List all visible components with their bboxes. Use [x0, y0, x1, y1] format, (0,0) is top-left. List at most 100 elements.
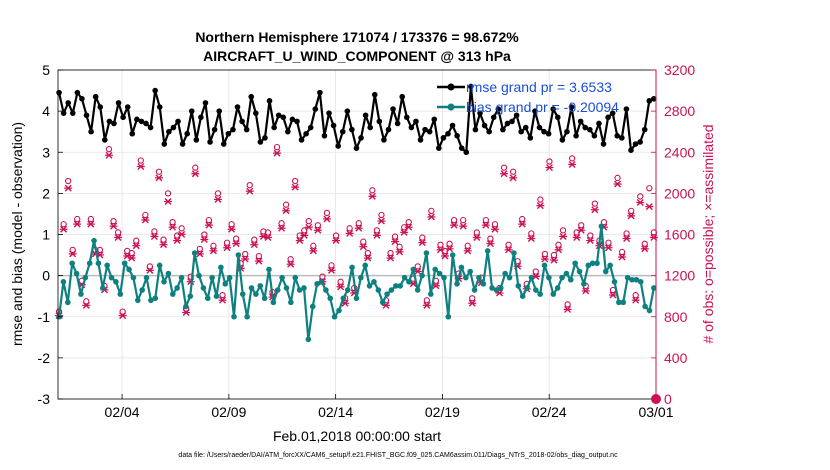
bias-point	[121, 260, 128, 267]
obs-possible-point	[628, 207, 635, 215]
obs-possible-point	[487, 235, 494, 242]
rmse-point	[550, 106, 557, 112]
rmse-point	[403, 114, 410, 121]
rmse-point	[289, 116, 296, 123]
obs-possible-point	[550, 251, 558, 259]
bias-point	[401, 274, 408, 281]
rmse-point	[486, 128, 492, 135]
rmse-point	[271, 124, 277, 131]
obs-assimilated-point	[518, 220, 527, 228]
rmse-point	[83, 112, 90, 119]
obs-assimilated-point	[109, 222, 118, 230]
bias-point	[196, 272, 202, 279]
obs-possible-point	[555, 241, 562, 248]
bias-point	[589, 260, 596, 267]
obs-possible-point	[564, 301, 571, 308]
rmse-point	[184, 130, 190, 137]
obs-possible-point	[119, 308, 126, 315]
obs-possible-point	[155, 168, 163, 175]
bias-point	[82, 274, 89, 281]
rmse-point	[97, 104, 104, 110]
rmse-point	[463, 149, 470, 156]
obs-assimilated-point	[509, 174, 518, 182]
rmse-point	[170, 124, 177, 131]
rmse-point	[294, 118, 300, 125]
rmse-point	[65, 100, 72, 106]
rmse-point	[106, 118, 113, 125]
obs-possible-point	[196, 245, 203, 253]
bias-point	[467, 268, 473, 275]
obs-possible-point	[568, 155, 576, 162]
obs-possible-point	[310, 242, 317, 249]
obs-assimilated-point	[213, 195, 222, 203]
bias-point	[633, 276, 640, 283]
obs-assimilated-point	[273, 149, 282, 157]
bias-point	[139, 287, 145, 293]
bias-point	[428, 291, 434, 297]
bias-point	[152, 295, 159, 302]
rmse-point	[321, 133, 328, 139]
bias-point	[130, 274, 137, 281]
rmse-point	[573, 133, 579, 139]
bias-point	[436, 270, 443, 277]
legend-rmse-marker	[447, 83, 455, 91]
bias-point	[611, 278, 618, 285]
obs-assimilated-point	[536, 202, 545, 210]
bias-point	[642, 303, 648, 310]
rmse-point	[198, 114, 204, 121]
rmse-point	[79, 95, 85, 102]
left-tick-label: 2	[42, 185, 50, 201]
obs-possible-point	[114, 229, 122, 236]
obs-assimilated-point	[254, 257, 263, 265]
obs-possible-point	[396, 243, 403, 250]
rmse-point	[111, 120, 117, 127]
bias-point	[554, 285, 561, 291]
obs-possible-point	[251, 236, 258, 243]
bias-point	[537, 291, 543, 297]
obs-possible-point	[337, 278, 344, 285]
right-axis-ticks: 0 400 800 1200 1600 2000 2400 2800 3200	[651, 62, 695, 407]
bias-point	[309, 303, 316, 310]
obs-assimilated-point	[150, 232, 159, 240]
bias-point	[458, 264, 465, 271]
obs-possible-point	[278, 220, 285, 227]
obs-assimilated-point	[309, 247, 318, 255]
obs-possible-point	[142, 211, 149, 219]
bias-point	[519, 293, 526, 299]
obs-possible-point	[546, 158, 553, 165]
obs-assimilated-point	[105, 151, 114, 159]
rmse-point	[413, 118, 419, 125]
x-tick-label: 03/01	[638, 404, 673, 420]
rmse-point	[559, 137, 566, 143]
bias-point	[113, 278, 119, 285]
obs-possible-point	[201, 231, 208, 238]
obs-possible-point	[301, 227, 308, 234]
rmse-point	[152, 87, 158, 94]
rmse-point	[317, 89, 323, 96]
rmse-line	[57, 85, 655, 154]
rmse-point	[468, 83, 474, 90]
bias-point	[616, 299, 622, 306]
obs-assimilated-point	[463, 247, 472, 255]
obs-assimilated-point	[627, 212, 636, 220]
bias-point	[629, 276, 635, 283]
bias-point	[493, 287, 500, 293]
obs-possible-point	[632, 292, 639, 299]
obs-assimilated-point	[132, 242, 141, 250]
rmse-point	[614, 133, 621, 139]
obs-possible-point	[83, 298, 90, 305]
obs-assimilated-point	[377, 217, 386, 225]
obs-possible-point	[450, 216, 458, 224]
obs-assimilated-point	[250, 241, 259, 249]
right-tick-label: 2000	[664, 185, 695, 201]
obs-assimilated-point	[559, 232, 568, 240]
rmse-point	[509, 118, 515, 125]
obs-possible-point	[360, 238, 367, 245]
bias-point	[388, 287, 395, 293]
bias-point	[161, 278, 167, 285]
obs-assimilated-point	[459, 222, 468, 230]
obs-possible-point	[60, 221, 67, 228]
obs-assimilated-point	[322, 215, 331, 223]
obs-possible-point	[623, 230, 630, 237]
bias-point	[651, 285, 657, 291]
